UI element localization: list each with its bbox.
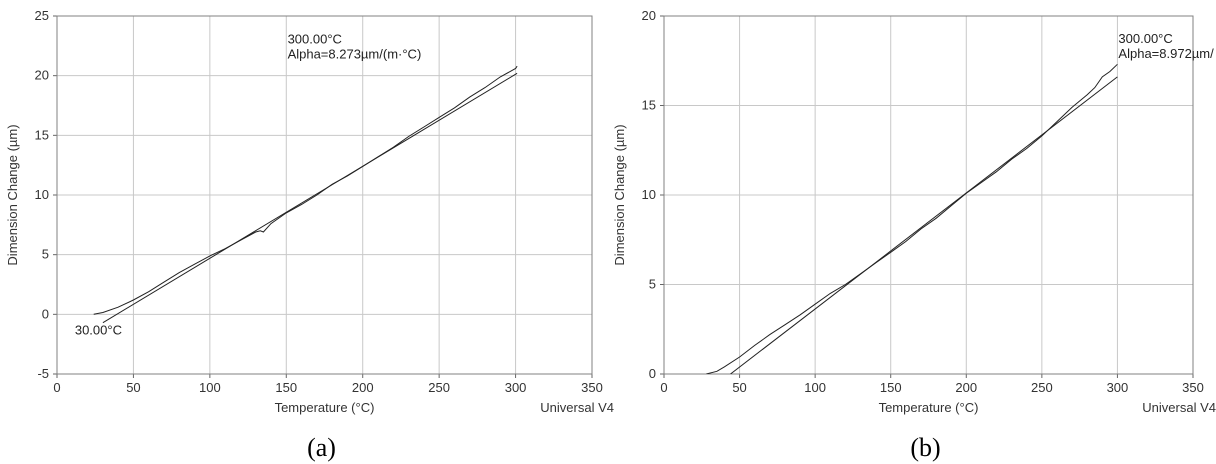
annotation-label: 30.00°C <box>75 323 122 338</box>
y-tick-label: 15 <box>35 127 49 142</box>
x-tick-label: 300 <box>1107 380 1129 395</box>
y-tick-label: 10 <box>642 187 656 202</box>
x-tick-label: 250 <box>1031 380 1053 395</box>
x-tick-label: 350 <box>581 380 603 395</box>
y-tick-label: 20 <box>35 68 49 83</box>
plot-frame <box>56 15 593 375</box>
x-tick-label: 0 <box>53 380 60 395</box>
annotation-label: 300.00°C <box>288 31 342 46</box>
y-tick-label: 0 <box>42 306 49 321</box>
x-tick-label: 0 <box>660 380 667 395</box>
y-tick-label: 0 <box>649 366 656 381</box>
x-tick-label: 200 <box>352 380 374 395</box>
x-tick-label: 300 <box>505 380 527 395</box>
x-tick-label: 350 <box>1182 380 1204 395</box>
x-tick-label: 250 <box>428 380 450 395</box>
y-tick-label: 20 <box>642 8 656 23</box>
x-axis-title: Temperature (°C) <box>275 400 375 415</box>
x-tick-label: 150 <box>880 380 902 395</box>
y-tick-label: 5 <box>42 247 49 262</box>
measured-curve <box>93 65 518 315</box>
panel-caption: (a) <box>307 433 336 462</box>
x-tick-label: 100 <box>199 380 221 395</box>
plot-frame <box>663 15 1194 375</box>
annotation-label: Alpha=8.972µm/ <box>1118 46 1214 61</box>
annotation-label: Alpha=8.273µm/(m·°C) <box>288 46 422 61</box>
chart-panel-1: 0 50 100 150 200 250 300 350 -5 0 5 10 15 20 25 30.00°C… <box>5 8 614 462</box>
y-tick-label: 10 <box>35 187 49 202</box>
chart-panel-2: 0 50 100 150 200 250 300 350 0 5 10 15 20 300.00°CAlp… <box>612 8 1216 462</box>
x-axis-title: Temperature (°C) <box>879 400 979 415</box>
y-tick-label: 5 <box>649 277 656 292</box>
fit-line <box>102 72 518 324</box>
annotation-label: 300.00°C <box>1118 31 1172 46</box>
y-tick-label: 25 <box>35 8 49 23</box>
measured-curve <box>706 63 1118 374</box>
x-tick-label: 100 <box>804 380 826 395</box>
panel-caption: (b) <box>910 433 940 462</box>
y-axis-title: Dimension Change (µm) <box>5 124 20 265</box>
x-tick-label: 200 <box>955 380 977 395</box>
x-tick-label: 150 <box>275 380 297 395</box>
x-tick-label: 50 <box>732 380 746 395</box>
x-tick-label: 50 <box>126 380 140 395</box>
footer-label: Universal V4 <box>540 400 614 415</box>
footer-label: Universal V4 <box>1142 400 1216 415</box>
y-axis-title: Dimension Change (µm) <box>612 124 627 265</box>
y-tick-label: -5 <box>37 366 49 381</box>
fit-line <box>730 76 1118 374</box>
y-tick-label: 15 <box>642 98 656 113</box>
